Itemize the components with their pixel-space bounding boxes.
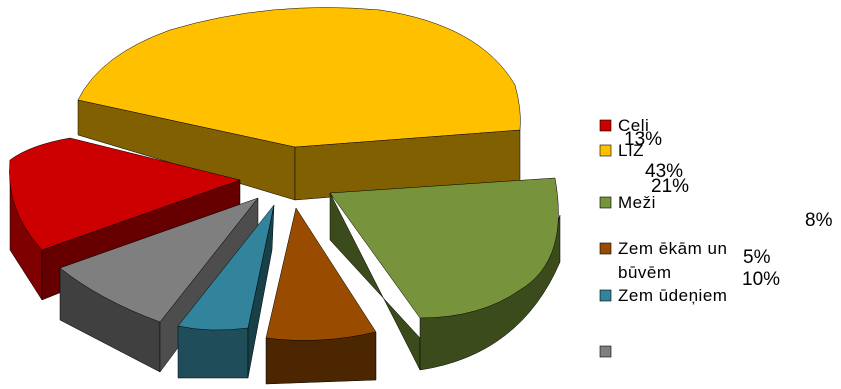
pie-slice-side-udeni bbox=[177, 325, 249, 379]
pie-slice-celi bbox=[9, 137, 241, 251]
legend-item-udeni: Zem ūdeņiem bbox=[599, 286, 727, 305]
chart-legend: Ceļi LIZ Meži Zem ēkām un būvēm Zem ūdeņ… bbox=[599, 116, 727, 358]
legend-swatch-liz bbox=[599, 144, 612, 157]
pie-slice-gray bbox=[59, 197, 259, 323]
pie-slice-ekas bbox=[265, 207, 377, 341]
legend-item-mezi: Meži bbox=[599, 193, 656, 212]
legend-label-ekas: Zem ēkām un bbox=[618, 239, 727, 258]
pie-slice-udeni bbox=[177, 204, 275, 331]
pie-slice-mezi bbox=[329, 177, 559, 319]
data-label-liz: 43% bbox=[645, 161, 683, 182]
legend-label-liz: LIZ bbox=[618, 141, 644, 160]
legend-item-gray bbox=[599, 345, 612, 358]
legend-swatch-mezi bbox=[599, 196, 612, 209]
legend-label-mezi: Meži bbox=[618, 193, 656, 212]
legend-label-ekas-line2: būvēm bbox=[618, 263, 672, 282]
data-label-ekas: 5% bbox=[743, 247, 771, 268]
data-label-mezi: 21% bbox=[651, 176, 689, 197]
legend-swatch-udeni bbox=[599, 289, 612, 302]
data-label-celi: 13% bbox=[624, 129, 662, 150]
pie-slice-liz bbox=[77, 7, 521, 148]
legend-swatch-gray bbox=[599, 345, 612, 358]
data-label-gray: 8% bbox=[805, 210, 833, 231]
legend-item-celi: Ceļi bbox=[599, 116, 649, 135]
legend-swatch-celi bbox=[599, 119, 612, 132]
legend-swatch-ekas bbox=[599, 242, 612, 255]
legend-label-celi: Ceļi bbox=[618, 116, 649, 135]
data-label-udeni: 10% bbox=[742, 269, 780, 290]
legend-label-udeni: Zem ūdeņiem bbox=[618, 286, 727, 305]
legend-item-liz: LIZ bbox=[599, 141, 644, 160]
legend-item-ekas: Zem ēkām un būvēm bbox=[599, 239, 727, 282]
